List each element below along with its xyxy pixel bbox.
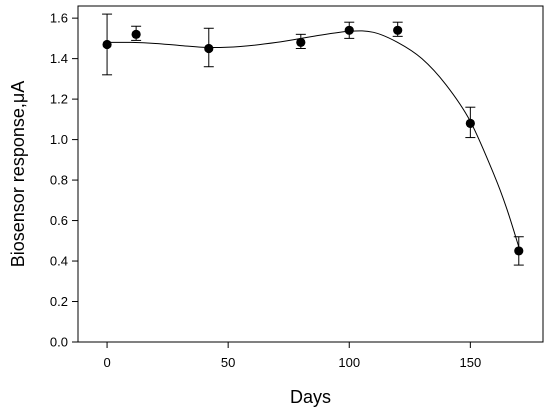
x-tick-label: 0	[103, 355, 110, 370]
x-tick-label: 150	[459, 355, 481, 370]
data-point	[514, 246, 524, 256]
y-tick-label: 0.0	[50, 335, 68, 350]
data-point	[131, 29, 141, 39]
x-axis-title: Days	[290, 387, 331, 407]
y-tick-label: 1.4	[50, 51, 68, 66]
data-point	[465, 118, 475, 128]
error-bars	[102, 13, 524, 266]
x-tick-label: 50	[221, 355, 235, 370]
data-point	[344, 25, 354, 35]
fit-curve	[107, 30, 520, 248]
data-point	[102, 39, 112, 50]
data-point	[393, 25, 403, 35]
tick-marks	[72, 17, 471, 348]
y-tick-label: 0.6	[50, 213, 68, 228]
x-tick-label: 100	[338, 355, 360, 370]
data-points	[102, 25, 524, 256]
y-tick-label: 0.8	[50, 173, 68, 188]
data-point	[296, 37, 306, 48]
plot-frame	[77, 5, 544, 343]
tick-labels: 0.0 0.2 0.4 0.6 0.8 1.0 1.2 1.4 1.6 0 50 100 150	[50, 11, 481, 370]
y-tick-label: 1.6	[50, 11, 68, 26]
y-axis-title: Biosensor response,μA	[8, 81, 28, 267]
y-tick-label: 1.0	[50, 132, 68, 147]
y-tick-label: 1.2	[50, 92, 68, 107]
y-tick-label: 0.4	[50, 254, 68, 269]
data-point	[204, 43, 214, 54]
y-tick-label: 0.2	[50, 294, 68, 309]
